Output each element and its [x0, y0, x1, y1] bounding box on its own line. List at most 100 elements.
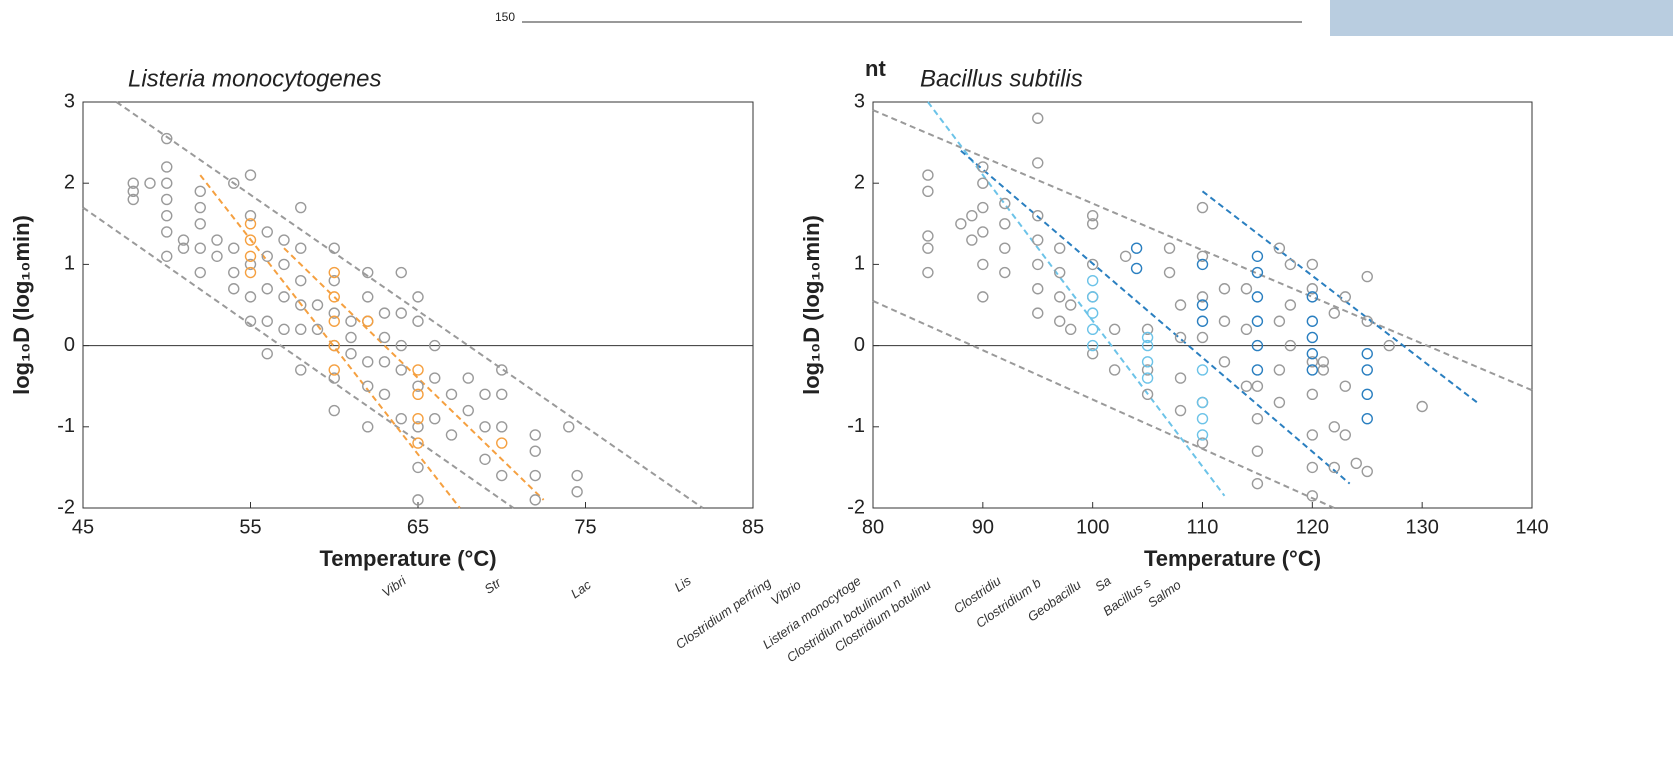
data-point: [1251, 445, 1264, 457]
data-point: [563, 421, 575, 433]
data-point: [1328, 421, 1341, 433]
data-point: [1032, 157, 1044, 169]
data-point: [412, 421, 424, 433]
data-point: [244, 234, 257, 246]
data-point: [1240, 283, 1253, 295]
data-point: [244, 258, 257, 271]
data-point: [161, 226, 173, 238]
data-point: [571, 486, 583, 498]
data-point: [922, 242, 934, 254]
data-point: [328, 404, 340, 417]
background-fragment: nt: [865, 56, 886, 81]
data-point: [1174, 404, 1187, 417]
data-point: [999, 218, 1011, 230]
x-tick-label: 65: [407, 516, 429, 538]
x-axis-label: Temperature (°C): [1144, 546, 1321, 571]
data-point: [1174, 372, 1187, 384]
data-point: [571, 469, 583, 482]
data-point: [1064, 323, 1077, 336]
data-point: [977, 201, 989, 214]
data-point: [1196, 258, 1209, 271]
background-rotated-label: Str: [481, 575, 504, 597]
data-point: [1086, 274, 1099, 287]
data-point: [194, 218, 206, 230]
data-point: [1141, 388, 1154, 401]
background-rotated-label: Sa: [1092, 573, 1114, 594]
data-point: [1032, 258, 1044, 271]
data-point: [161, 193, 173, 206]
data-point: [1141, 372, 1154, 384]
plot-area: [872, 101, 1533, 509]
data-point: [161, 209, 173, 222]
y-tick-label: -1: [57, 415, 75, 437]
data-point: [177, 242, 190, 254]
data-point: [1032, 209, 1044, 222]
data-point: [328, 274, 340, 287]
data-point: [412, 461, 424, 474]
background-rotated-label: Lis: [671, 573, 694, 595]
data-point: [1361, 270, 1373, 283]
data-point: [1306, 348, 1319, 360]
data-point: [395, 339, 407, 352]
data-point: [922, 230, 934, 242]
data-point: [244, 266, 257, 279]
data-point: [412, 315, 424, 327]
data-point: [529, 445, 541, 457]
data-point: [228, 266, 240, 279]
x-tick-label: 110: [1187, 516, 1219, 538]
data-point: [161, 161, 173, 173]
data-point: [1251, 266, 1264, 279]
data-point: [1163, 242, 1176, 254]
data-point: [1284, 299, 1297, 311]
data-point: [1240, 380, 1253, 392]
data-point: [378, 331, 391, 344]
data-point: [1240, 323, 1253, 336]
data-point: [228, 177, 240, 189]
data-point: [1251, 380, 1264, 392]
data-point: [1339, 291, 1351, 303]
x-axis-label: Temperature (°C): [319, 546, 496, 571]
data-point: [1361, 388, 1373, 401]
data-point: [1086, 339, 1099, 352]
data-point: [1174, 331, 1187, 344]
data-point: [1086, 258, 1099, 271]
data-point: [412, 291, 424, 303]
data-point: [496, 469, 508, 482]
data-point: [1174, 299, 1187, 311]
data-point: [1339, 380, 1351, 392]
data-point: [1251, 364, 1264, 376]
data-point: [1086, 307, 1099, 319]
data-point: [1251, 291, 1264, 303]
data-point: [161, 132, 173, 145]
data-point: [127, 193, 139, 206]
data-point: [1086, 291, 1099, 303]
data-point: [412, 380, 424, 392]
data-point: [479, 453, 491, 465]
data-point: [395, 266, 407, 279]
data-point: [244, 315, 257, 327]
y-tick-label: 1: [854, 253, 865, 275]
data-point: [1361, 315, 1373, 327]
data-point: [1273, 242, 1286, 254]
data-point: [1196, 315, 1209, 327]
data-point: [1306, 283, 1319, 295]
data-point: [194, 266, 206, 279]
data-point: [1361, 465, 1373, 478]
data-point: [328, 315, 340, 327]
data-point: [278, 258, 290, 271]
data-point: [966, 209, 978, 222]
data-point: [1130, 242, 1143, 254]
data-point: [1306, 291, 1319, 303]
background-rotated-label: Vibrio: [768, 577, 804, 608]
data-point: [1163, 266, 1176, 279]
data-point: [529, 494, 541, 506]
data-point: [1218, 315, 1231, 327]
data-point: [1306, 258, 1319, 271]
data-point: [1273, 364, 1286, 376]
data-point: [261, 226, 273, 238]
y-tick-label: 1: [64, 253, 75, 275]
data-point: [395, 412, 407, 425]
chart-title: Bacillus subtilis: [920, 65, 1083, 92]
data-point: [1306, 315, 1319, 327]
data-point: [362, 421, 374, 433]
